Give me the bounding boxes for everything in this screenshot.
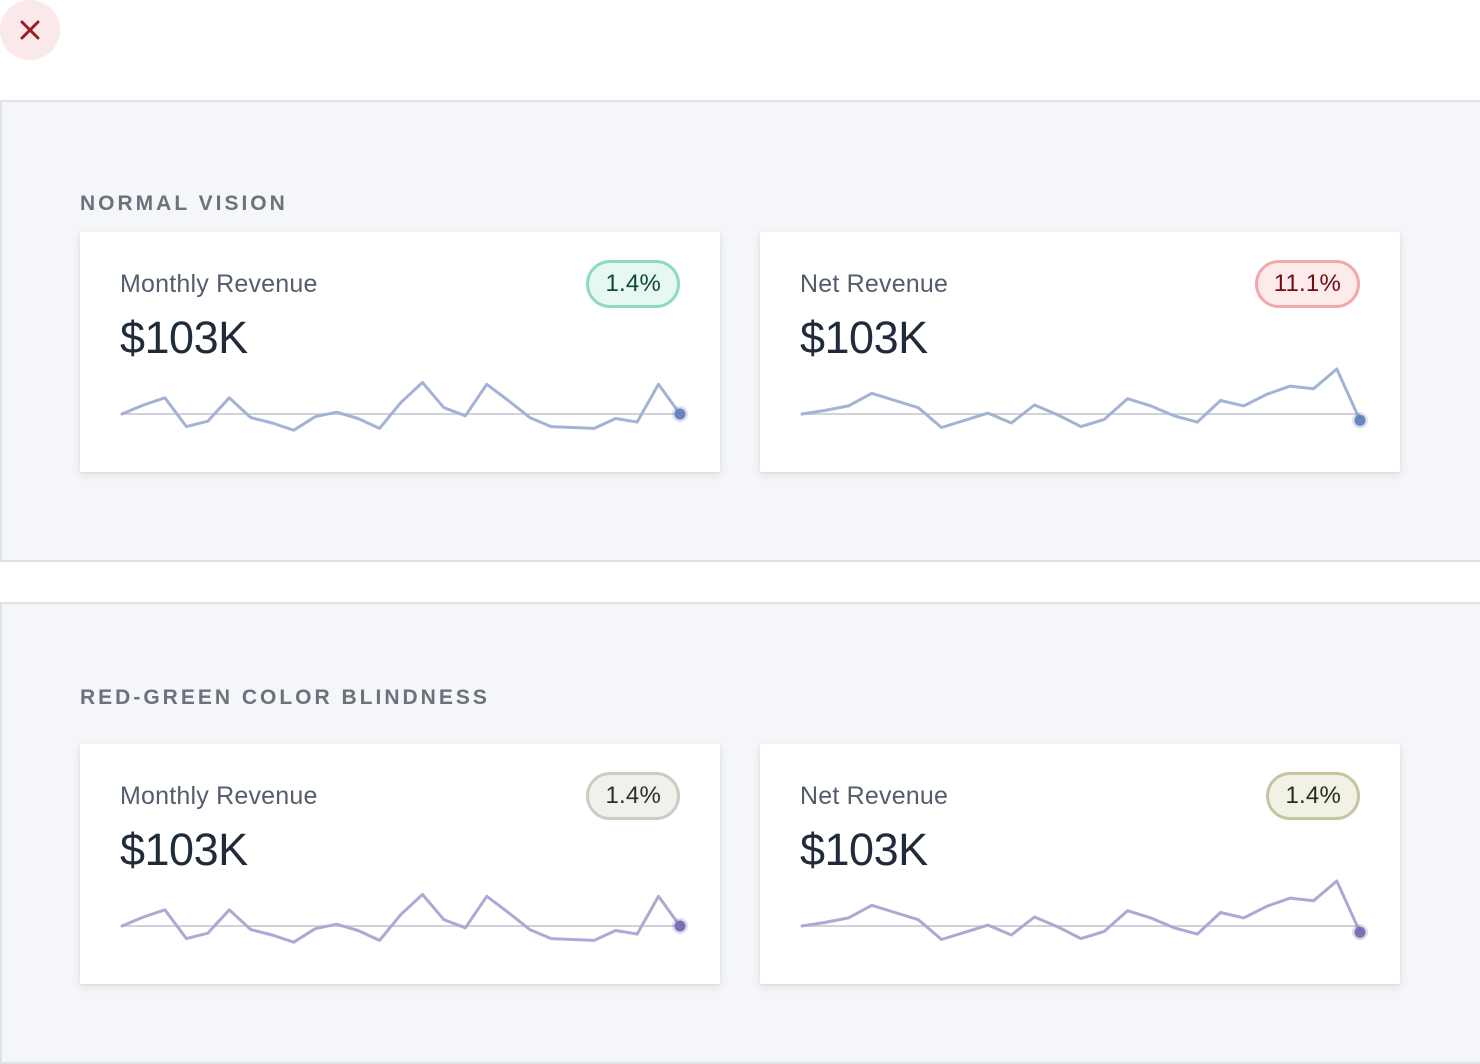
metric-card-net-revenue: Net Revenue 1.4% $103K xyxy=(760,744,1400,984)
change-badge: 1.4% xyxy=(586,260,680,308)
sparkline-line xyxy=(800,879,1362,941)
sparkline-line xyxy=(800,367,1362,429)
card-value: $103K xyxy=(800,824,928,875)
metric-card-monthly-revenue: Monthly Revenue 1.4% $103K xyxy=(80,232,720,472)
sparkline-line xyxy=(120,893,682,944)
normal-vision-panel: NORMAL VISION Monthly Revenue 1.4% $103K… xyxy=(0,100,1480,562)
red-green-color-blindness-panel: RED-GREEN COLOR BLINDNESS Monthly Revenu… xyxy=(0,602,1480,1064)
sparkline-chart xyxy=(120,893,688,944)
metric-card-net-revenue: Net Revenue 11.1% $103K xyxy=(760,232,1400,472)
close-icon xyxy=(20,20,40,40)
card-title: Net Revenue xyxy=(800,782,949,810)
card-value: $103K xyxy=(120,312,248,363)
change-badge: 1.4% xyxy=(586,772,680,820)
sparkline-chart xyxy=(800,879,1368,941)
card-value: $103K xyxy=(120,824,248,875)
close-button[interactable] xyxy=(0,0,60,60)
sparkline-chart xyxy=(800,367,1368,429)
panel-label: RED-GREEN COLOR BLINDNESS xyxy=(80,686,490,709)
sparkline-end-point xyxy=(1354,414,1366,426)
sparkline-line xyxy=(120,381,682,432)
change-badge: 1.4% xyxy=(1266,772,1360,820)
card-title: Net Revenue xyxy=(800,270,949,298)
metric-card-monthly-revenue: Monthly Revenue 1.4% $103K xyxy=(80,744,720,984)
card-title: Monthly Revenue xyxy=(120,270,318,298)
sparkline-end-point xyxy=(674,408,686,420)
sparkline-chart xyxy=(120,381,688,432)
card-title: Monthly Revenue xyxy=(120,782,318,810)
sparkline-end-point xyxy=(674,920,686,932)
card-value: $103K xyxy=(800,312,928,363)
sparkline-end-point xyxy=(1354,926,1366,938)
change-badge: 11.1% xyxy=(1254,260,1360,308)
panel-label: NORMAL VISION xyxy=(80,192,288,215)
